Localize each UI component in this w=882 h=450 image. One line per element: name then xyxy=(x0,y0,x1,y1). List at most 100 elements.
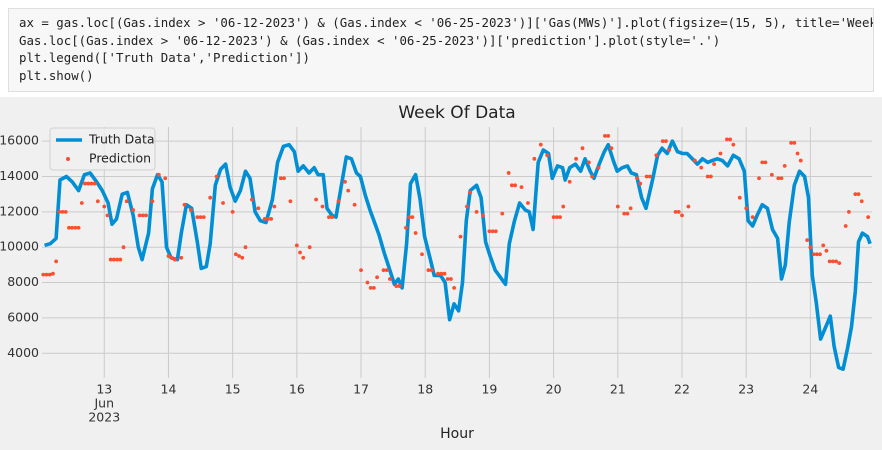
prediction-dot xyxy=(824,248,829,253)
prediction-dot xyxy=(606,133,611,138)
prediction-dot xyxy=(115,257,120,262)
prediction-dot xyxy=(368,285,373,290)
prediction-dot xyxy=(567,179,572,184)
x-tick-sublabel: 2023 xyxy=(88,410,120,425)
x-tick-label: 20 xyxy=(546,382,562,397)
prediction-dot xyxy=(198,215,203,220)
prediction-dot xyxy=(352,202,357,207)
prediction-dot xyxy=(95,199,100,204)
prediction-dot xyxy=(384,268,389,273)
legend-marker xyxy=(66,157,70,161)
prediction-dot xyxy=(506,171,511,175)
x-tick-label: 21 xyxy=(610,382,626,397)
prediction-dot xyxy=(47,272,52,277)
prediction-dot xyxy=(426,268,431,273)
prediction-dot xyxy=(493,229,498,234)
prediction-dot xyxy=(590,174,595,179)
prediction-dot xyxy=(692,158,697,163)
prediction-dot xyxy=(442,271,447,276)
prediction-dot xyxy=(89,181,94,186)
prediction-dot xyxy=(490,229,495,234)
prediction-dot xyxy=(108,257,113,262)
prediction-dot xyxy=(83,181,87,186)
prediction-dot xyxy=(233,252,238,257)
prediction-dot xyxy=(57,209,62,214)
prediction-dot xyxy=(856,192,861,197)
prediction-dot xyxy=(750,215,755,220)
prediction-dot xyxy=(561,204,566,209)
x-axis-label: Hour xyxy=(440,426,474,442)
prediction-dot xyxy=(208,195,213,200)
prediction-dot xyxy=(795,151,800,156)
prediction-dot xyxy=(609,146,614,151)
prediction-dot xyxy=(63,209,68,214)
prediction-dot xyxy=(718,151,723,156)
prediction-dot xyxy=(558,215,562,220)
prediction-dot xyxy=(445,277,450,281)
prediction-dot xyxy=(282,176,286,181)
prediction-dot xyxy=(776,176,781,181)
prediction-dot xyxy=(262,217,267,221)
prediction-dot xyxy=(821,243,826,248)
code-line: plt.show() xyxy=(19,67,94,83)
prediction-dot xyxy=(102,204,107,209)
prediction-dot xyxy=(712,162,716,167)
prediction-dot xyxy=(278,176,283,181)
code-line: plt.legend(['Truth Data','Prediction']) xyxy=(19,50,310,65)
prediction-dot xyxy=(708,174,713,179)
prediction-dot xyxy=(140,213,145,218)
prediction-dot xyxy=(269,217,274,221)
prediction-dot xyxy=(79,201,84,205)
prediction-dot xyxy=(436,271,440,276)
prediction-dot xyxy=(827,259,832,264)
prediction-dot xyxy=(121,245,126,250)
prediction-dot xyxy=(574,156,578,161)
legend-label: Truth Data xyxy=(88,132,155,147)
prediction-dot xyxy=(728,137,733,142)
prediction-dot xyxy=(731,142,736,147)
prediction-dot xyxy=(394,284,399,288)
prediction-dot xyxy=(538,142,543,147)
prediction-dot xyxy=(830,259,835,264)
legend-label: Prediction xyxy=(89,151,151,166)
prediction-dot xyxy=(837,261,842,266)
prediction-dot xyxy=(375,275,379,280)
prediction-dot xyxy=(60,209,65,214)
prediction-dot xyxy=(41,272,46,277)
prediction-dot xyxy=(744,206,749,211)
figure: Week Of Data Hour 4000 6000 8000 10000 12000… xyxy=(0,97,882,450)
prediction-dot xyxy=(680,213,684,218)
prediction-dot xyxy=(51,271,55,276)
prediction-dot xyxy=(805,238,810,243)
prediction-dot xyxy=(307,245,312,250)
chart-title: Week Of Data xyxy=(398,103,515,123)
prediction-dot xyxy=(44,272,49,277)
prediction-dot xyxy=(622,211,627,216)
prediction-dot xyxy=(179,255,184,260)
prediction-dot xyxy=(846,209,851,214)
prediction-dot xyxy=(798,158,803,163)
prediction-dot xyxy=(452,285,457,290)
prediction-dot xyxy=(509,183,514,188)
prediction-dot xyxy=(221,201,225,205)
prediction-dot xyxy=(705,174,710,179)
prediction-dot xyxy=(111,257,116,262)
prediction-dot xyxy=(243,245,248,250)
prediction-dot xyxy=(500,211,505,216)
prediction-dot xyxy=(667,148,672,152)
prediction-dot xyxy=(635,176,639,181)
prediction-dot xyxy=(660,139,665,144)
prediction-dot xyxy=(336,199,341,204)
prediction-dot xyxy=(763,160,768,165)
prediction-dot xyxy=(371,285,376,290)
prediction-dot xyxy=(644,174,649,179)
x-tick-label: 13 xyxy=(96,382,112,397)
x-tick-label: 16 xyxy=(289,382,305,397)
prediction-dot xyxy=(166,254,171,258)
prediction-dot xyxy=(76,225,81,230)
prediction-dot xyxy=(182,202,187,207)
prediction-dot xyxy=(92,181,97,186)
prediction-dot xyxy=(647,174,652,179)
prediction-dot xyxy=(124,199,129,204)
